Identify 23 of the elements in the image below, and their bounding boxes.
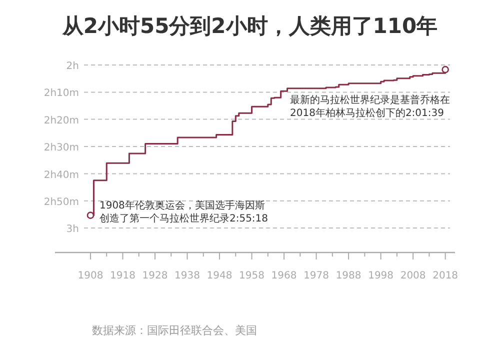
x-tick-label: 1998 bbox=[368, 270, 394, 282]
x-tick-label: 1958 bbox=[239, 270, 264, 282]
source-note: 数据来源：国际田径联合会、美国 bbox=[92, 324, 257, 337]
y-tick-label: 2h10m bbox=[44, 88, 79, 100]
x-tick-label: 2018 bbox=[432, 270, 458, 282]
x-tick-label: 1918 bbox=[110, 270, 136, 282]
x-tick-label: 1988 bbox=[336, 270, 362, 282]
y-tick-label: 3h bbox=[66, 224, 79, 236]
x-tick-label: 2008 bbox=[400, 270, 426, 282]
x-tick-label: 1908 bbox=[78, 270, 104, 282]
annotation: 1908年伦敦奥运会，美国选手海因斯创造了第一个马拉松世界纪录2:55:18 bbox=[99, 199, 268, 224]
x-tick-label: 1948 bbox=[206, 270, 232, 282]
annotation: 最新的马拉松世界纪录是基普乔格在2018年柏林马拉松创下的2:01:39 bbox=[290, 94, 450, 119]
y-tick-label: 2h50m bbox=[44, 196, 79, 208]
chart-title: 从2小时55分到2小时，人类用了110年 bbox=[61, 14, 438, 38]
x-tick-label: 1928 bbox=[142, 270, 168, 282]
x-tick-label: 1938 bbox=[174, 270, 200, 282]
x-tick-label: 1978 bbox=[304, 270, 330, 282]
y-tick-label: 2h20m bbox=[44, 115, 79, 126]
x-tick-label: 1968 bbox=[271, 270, 297, 282]
y-tick-label: 2h40m bbox=[44, 170, 79, 181]
y-tick-label: 2h bbox=[66, 61, 79, 72]
y-tick-label: 2h30m bbox=[44, 142, 79, 154]
